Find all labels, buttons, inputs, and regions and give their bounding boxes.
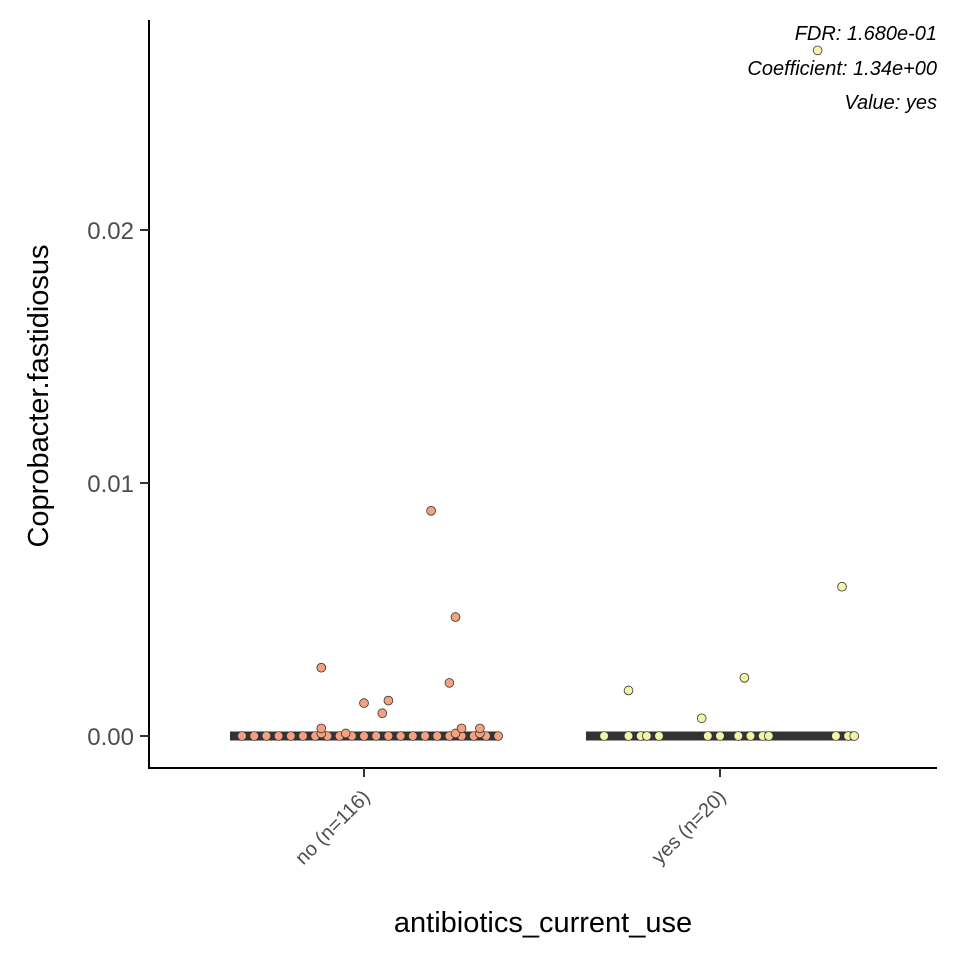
y-tick-label: 0.02 xyxy=(87,218,134,245)
data-point xyxy=(237,731,247,741)
axes xyxy=(148,20,937,769)
data-point xyxy=(407,731,418,741)
data-point xyxy=(733,731,744,741)
data-point xyxy=(426,506,436,516)
data-point xyxy=(273,731,284,741)
data-point xyxy=(623,685,634,696)
data-point xyxy=(444,678,455,688)
data-point xyxy=(316,723,327,734)
data-point xyxy=(623,731,634,741)
y-axis-title: Coprobacter.fastidiosus xyxy=(23,244,55,547)
x-tick-label: yes (n=20) xyxy=(648,786,731,869)
data-point xyxy=(812,45,823,56)
data-point xyxy=(702,731,713,741)
annotation-value: Value: yes xyxy=(844,92,937,114)
annotation-coefficient: Coefficient: 1.34e+00 xyxy=(747,58,937,80)
y-tick-label: 0.00 xyxy=(87,724,134,751)
data-point xyxy=(654,731,664,741)
data-point xyxy=(316,662,327,673)
data-point xyxy=(696,713,707,724)
data-point xyxy=(456,723,467,734)
data-point xyxy=(420,731,430,741)
data-point xyxy=(739,673,750,683)
data-point xyxy=(298,731,308,741)
data-point xyxy=(359,731,369,741)
x-tick-label: no (n=116) xyxy=(291,786,374,869)
data-point xyxy=(249,731,260,741)
data-point xyxy=(450,612,461,622)
data-point xyxy=(450,728,461,739)
y-tick-label: 0.01 xyxy=(87,471,134,498)
data-points xyxy=(237,45,859,741)
data-point xyxy=(383,731,394,741)
data-point xyxy=(849,731,859,741)
annotation-fdr: FDR: 1.680e-01 xyxy=(795,23,937,45)
data-point xyxy=(837,581,847,592)
data-point xyxy=(599,731,609,741)
data-point xyxy=(371,731,382,741)
data-point xyxy=(641,731,652,741)
data-point xyxy=(745,731,756,741)
data-point xyxy=(763,731,774,741)
data-point xyxy=(395,731,406,741)
data-point xyxy=(475,723,485,734)
data-point xyxy=(261,731,272,741)
data-point xyxy=(377,708,388,719)
data-point xyxy=(715,731,725,741)
x-axis-title: antibiotics_current_use xyxy=(394,907,692,939)
data-point xyxy=(831,731,841,741)
data-point xyxy=(493,731,504,741)
data-point xyxy=(359,698,369,708)
data-point xyxy=(383,695,394,706)
data-point xyxy=(340,728,351,739)
data-point xyxy=(432,731,443,741)
data-point xyxy=(285,731,296,741)
tick-marks: 0.00 0.01 0.02 no (n=116) yes (n=20) xyxy=(87,218,730,869)
